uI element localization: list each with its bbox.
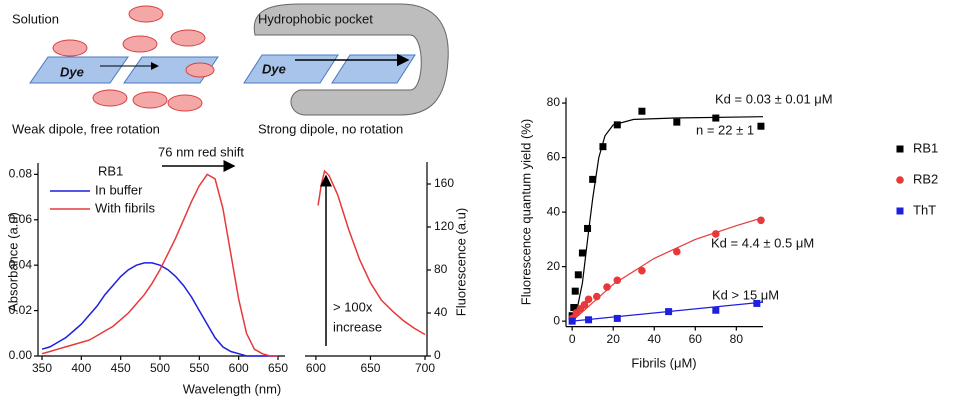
data-point <box>673 247 681 256</box>
annotation: > 100x <box>333 299 373 314</box>
y-tick-label: 160 <box>434 176 454 190</box>
y-axis-label: Fluorescence (a.u) <box>453 208 468 316</box>
legend-label: In buffer <box>95 182 143 197</box>
legend-marker <box>896 145 904 153</box>
x-tick-label: 700 <box>415 361 435 375</box>
annotation: 76 nm red shift <box>158 144 244 159</box>
y-tick-label: 0 <box>553 313 560 327</box>
diagram-caption: Weak dipole, free rotation <box>12 121 160 136</box>
data-point <box>712 306 720 314</box>
x-tick-label: 550 <box>189 361 209 375</box>
diagram-caption: Strong dipole, no rotation <box>258 121 403 136</box>
data-point <box>574 271 582 279</box>
pocket <box>253 3 449 116</box>
legend-label: ThT <box>913 202 936 217</box>
diagram: Solution Dye Weak dipole, free rotation … <box>12 3 449 136</box>
x-tick-label: 40 <box>648 332 662 346</box>
y-tick-label: 0.08 <box>9 167 33 181</box>
data-point <box>568 317 576 325</box>
y-tick-label: 40 <box>434 305 448 319</box>
x-tick-label: 350 <box>32 361 52 375</box>
y-tick-label: 0.06 <box>9 212 33 226</box>
annotation: Kd = 4.4 ± 0.5 μM <box>711 235 814 250</box>
legend-label: With fibrils <box>95 200 155 215</box>
solvent <box>52 5 215 112</box>
x-tick-label: 600 <box>229 361 249 375</box>
data-point <box>613 121 621 129</box>
fit-line <box>571 217 764 322</box>
annotation: increase <box>333 319 382 334</box>
y-tick-label: 0 <box>434 348 441 362</box>
annotation: Kd > 15 μM <box>712 287 779 302</box>
data-point <box>570 304 578 312</box>
data-point <box>712 114 720 122</box>
data-point <box>753 299 761 307</box>
legend-label: RB2 <box>913 171 938 186</box>
data-point <box>638 266 646 275</box>
y-axis-label: Absorbance (a.u) <box>5 212 20 312</box>
y-tick-label: 120 <box>434 219 454 233</box>
data-point <box>757 216 765 225</box>
data-point <box>613 314 621 322</box>
x-axis-label: Fibrils (μM) <box>631 355 696 370</box>
y-tick-label: 0.00 <box>9 348 33 362</box>
data-point <box>712 230 720 238</box>
x-tick-label: 500 <box>150 361 170 375</box>
data-point <box>603 283 611 291</box>
annotation: Kd = 0.03 ± 0.01 μM <box>715 91 833 106</box>
line-series <box>41 262 278 357</box>
y-tick-label: 0.04 <box>9 257 33 271</box>
y-tick-label: 0.02 <box>9 303 33 317</box>
data-point <box>584 224 592 232</box>
data-point <box>580 300 589 309</box>
line-series <box>317 169 426 336</box>
dye-label: Dye <box>60 64 84 79</box>
data-point <box>673 118 681 126</box>
y-tick-label: 80 <box>434 262 448 276</box>
data-point <box>585 316 593 324</box>
y-tick-label: 80 <box>547 95 561 109</box>
data-point <box>584 295 593 304</box>
annotation: RB1 <box>98 163 123 178</box>
data-point <box>578 249 586 257</box>
x-tick-label: 60 <box>689 332 703 346</box>
line-series <box>41 173 278 357</box>
data-point <box>638 107 646 115</box>
dye-label: Dye <box>262 61 286 76</box>
x-tick-label: 400 <box>71 361 91 375</box>
x-tick-label: 20 <box>607 332 621 346</box>
data-point <box>592 292 601 301</box>
x-tick-label: 450 <box>111 361 131 375</box>
diagram-label: Solution <box>12 11 59 26</box>
legend-label: RB1 <box>913 140 938 155</box>
dye-plate <box>243 54 339 84</box>
dye-plate <box>29 56 129 84</box>
dye-plate <box>331 54 416 84</box>
x-tick-label: 0 <box>569 332 576 346</box>
legend-marker <box>896 176 904 184</box>
y-tick-label: 20 <box>547 259 561 273</box>
x-axis-label: Wavelength (nm) <box>183 381 282 396</box>
diagram-label: Hydrophobic pocket <box>258 11 373 26</box>
data-point <box>613 276 622 285</box>
data-point <box>599 143 607 151</box>
x-tick-label: 600 <box>306 361 326 375</box>
data-point <box>571 287 579 295</box>
annotation: n = 22 ± 1 <box>696 122 754 137</box>
x-tick-label: 80 <box>730 332 744 346</box>
y-tick-label: 40 <box>547 204 561 218</box>
y-axis-label: Fluorescence quantum yield (%) <box>518 119 533 305</box>
y-tick-label: 60 <box>547 150 561 164</box>
x-tick-label: 650 <box>360 361 380 375</box>
x-tick-label: 650 <box>268 361 288 375</box>
data-point <box>757 122 765 130</box>
legend-marker <box>896 207 904 215</box>
data-point <box>665 308 673 316</box>
data-point <box>589 175 597 183</box>
fit-line <box>571 116 764 322</box>
